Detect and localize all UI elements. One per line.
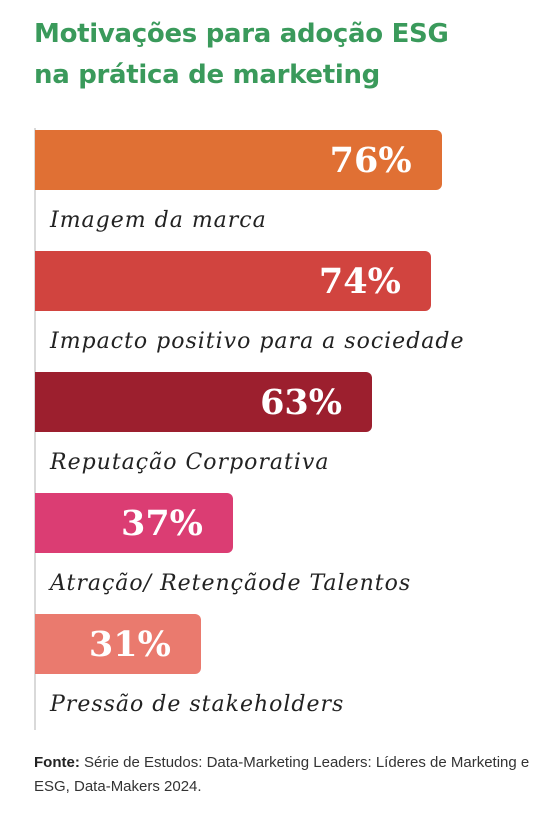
bar-value-label: 76% bbox=[329, 140, 412, 181]
category-label: Imagem da marca bbox=[50, 208, 267, 233]
chart-title-line-1: Motivações para adoção ESG bbox=[34, 19, 449, 49]
category-label: Atração/ Retençãode Talentos bbox=[50, 571, 412, 596]
bar-value-label: 31% bbox=[88, 624, 171, 665]
chart-title: Motivações para adoção ESG na prática de… bbox=[34, 14, 534, 96]
bar-value-label: 37% bbox=[120, 503, 203, 544]
bar-value-label: 74% bbox=[318, 261, 401, 302]
source-text: Série de Estudos: Data-Marketing Leaders… bbox=[34, 754, 530, 795]
bar-1: 76% bbox=[35, 130, 442, 190]
source-note: Fonte: Série de Estudos: Data-Marketing … bbox=[34, 751, 534, 799]
bar-2: 74% bbox=[35, 251, 431, 311]
bar-3: 63% bbox=[35, 372, 373, 432]
category-label: Impacto positivo para a sociedade bbox=[50, 329, 465, 354]
bar-5: 31% bbox=[35, 614, 201, 674]
category-label: Pressão de stakeholders bbox=[50, 692, 345, 717]
chart-title-line-2: na prática de marketing bbox=[34, 60, 380, 90]
source-label: Fonte: bbox=[34, 754, 80, 771]
bar-4: 37% bbox=[35, 493, 233, 553]
bar-value-label: 63% bbox=[260, 382, 343, 423]
category-label: Reputação Corporativa bbox=[50, 450, 330, 475]
